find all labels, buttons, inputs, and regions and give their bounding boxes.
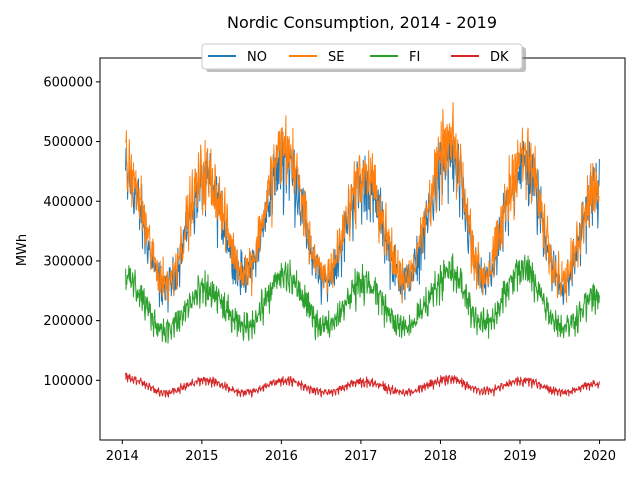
- y-tick-label: 200000: [43, 314, 93, 329]
- y-tick-label: 600000: [43, 75, 93, 90]
- series-layer: [125, 102, 600, 398]
- legend-label-dk: DK: [490, 50, 509, 65]
- y-tick-label: 300000: [43, 254, 93, 269]
- legend-box: [201, 43, 523, 70]
- x-axis: 2014 2015 2016 2017 2018 2019 2020: [106, 440, 616, 464]
- legend-label-fi: FI: [409, 50, 420, 65]
- x-tick-label: 2019: [503, 449, 536, 464]
- legend: NO SE FI DK: [201, 43, 526, 72]
- x-tick-label: 2018: [424, 449, 457, 464]
- y-axis-label: MWh: [15, 234, 30, 266]
- x-tick-label: 2015: [185, 449, 218, 464]
- y-tick-label: 500000: [43, 135, 93, 150]
- x-tick-label: 2017: [344, 449, 377, 464]
- y-tick-label: 400000: [43, 195, 93, 210]
- legend-label-no: NO: [247, 50, 267, 65]
- series-line-dk: [125, 372, 600, 398]
- y-axis: 100000 200000 300000 400000 500000 600000: [43, 75, 100, 389]
- series-line-fi: [125, 253, 600, 344]
- chart-title: Nordic Consumption, 2014 - 2019: [227, 13, 497, 32]
- series-line-se: [125, 102, 600, 304]
- x-tick-label: 2014: [106, 449, 139, 464]
- legend-items: NO SE FI DK: [208, 50, 509, 65]
- legend-label-se: SE: [328, 50, 344, 65]
- x-tick-label: 2016: [265, 449, 298, 464]
- y-tick-label: 100000: [43, 374, 93, 389]
- x-tick-label: 2020: [583, 449, 616, 464]
